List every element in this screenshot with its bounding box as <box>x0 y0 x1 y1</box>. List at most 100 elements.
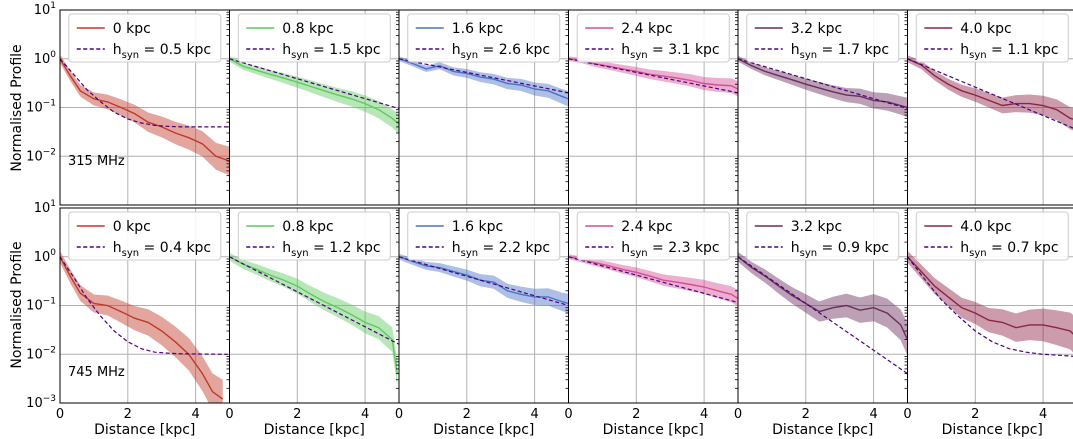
x-tick-label: 0 <box>564 407 572 422</box>
x-tick-label: 4 <box>530 407 538 422</box>
profile-line <box>568 256 738 299</box>
legend-box <box>68 13 222 63</box>
x-tick-label: 2 <box>124 407 132 422</box>
x-tick-label: 2 <box>802 407 810 422</box>
legend-entry: 1.6 kpc <box>452 219 503 235</box>
plot-area <box>568 56 738 97</box>
legend-box <box>407 211 561 261</box>
x-tick-label: 2 <box>971 407 979 422</box>
y-tick-label: 101 <box>34 1 56 18</box>
error-band <box>60 54 230 176</box>
model-line <box>568 58 738 94</box>
legend-box <box>915 211 1069 261</box>
plot-area <box>907 55 1073 131</box>
profile-line <box>738 256 908 340</box>
y-tick-label: 10−1 <box>26 297 56 314</box>
x-tick-label: 4 <box>1039 407 1047 422</box>
legend-entry: 4.0 kpc <box>960 219 1011 235</box>
model-line <box>60 256 230 355</box>
profile-line <box>907 58 1073 120</box>
x-tick-label: 0 <box>734 407 742 422</box>
model-line <box>568 256 738 304</box>
plot-area <box>738 55 908 118</box>
x-tick-label: 4 <box>361 407 369 422</box>
model-line <box>738 58 908 110</box>
error-band <box>399 253 569 314</box>
x-axis-label: Distance [kpc] <box>94 422 195 438</box>
legend-box <box>576 13 730 63</box>
plot-area <box>399 253 569 314</box>
axes-frame <box>907 9 1073 206</box>
x-axis-label: Distance [kpc] <box>772 422 873 438</box>
x-axis-label: Distance [kpc] <box>264 422 365 438</box>
profile-line <box>229 256 398 374</box>
x-tick-label: 0 <box>56 407 64 422</box>
x-tick-label: 0 <box>395 407 403 422</box>
x-tick-label: 2 <box>632 407 640 422</box>
x-tick-label: 4 <box>191 407 199 422</box>
y-tick-label: 100 <box>34 248 57 265</box>
plot-area <box>907 250 1073 357</box>
legend-box <box>237 211 391 261</box>
y-tick-label: 10−2 <box>26 345 56 362</box>
model-line <box>399 256 569 307</box>
error-band <box>907 250 1073 353</box>
x-tick-label: 2 <box>293 407 301 422</box>
profile-line <box>60 58 230 162</box>
model-line <box>907 58 1073 129</box>
error-band <box>568 254 738 307</box>
y-tick-label: 10−1 <box>26 99 56 116</box>
legend-entry: 4.0 kpc <box>960 21 1011 37</box>
y-tick-label: 101 <box>34 199 56 216</box>
model-line <box>60 58 230 128</box>
error-band <box>60 250 223 403</box>
legend-box <box>576 211 730 261</box>
x-tick-label: 4 <box>700 407 708 422</box>
legend-box <box>237 13 391 63</box>
plot-area <box>60 54 230 176</box>
model-line <box>229 256 399 345</box>
y-tick-label: 100 <box>34 50 57 67</box>
y-tick-label: 10−3 <box>26 394 56 411</box>
legend-entry: 2.4 kpc <box>621 21 672 37</box>
model-line <box>229 58 399 110</box>
profile-line <box>399 256 569 305</box>
error-band <box>738 55 908 118</box>
plot-area <box>229 55 399 135</box>
plot-area <box>738 251 908 375</box>
error-band <box>738 251 908 356</box>
legend-entry: 2.4 kpc <box>621 219 672 235</box>
y-axis-label-top: Normalised Profile <box>9 44 25 171</box>
plot-area <box>399 56 569 107</box>
model-line <box>738 256 908 375</box>
y-axis-label-bottom: Normalised Profile <box>9 241 25 368</box>
x-axis-label: Distance [kpc] <box>433 422 534 438</box>
plot-area <box>229 252 399 387</box>
frequency-label: 315 MHz <box>68 154 125 169</box>
error-band <box>399 56 569 107</box>
error-band <box>229 252 398 387</box>
error-band <box>229 55 399 135</box>
model-line <box>399 58 569 94</box>
profile-line <box>229 58 399 125</box>
legend-entry: 0 kpc <box>113 21 151 37</box>
